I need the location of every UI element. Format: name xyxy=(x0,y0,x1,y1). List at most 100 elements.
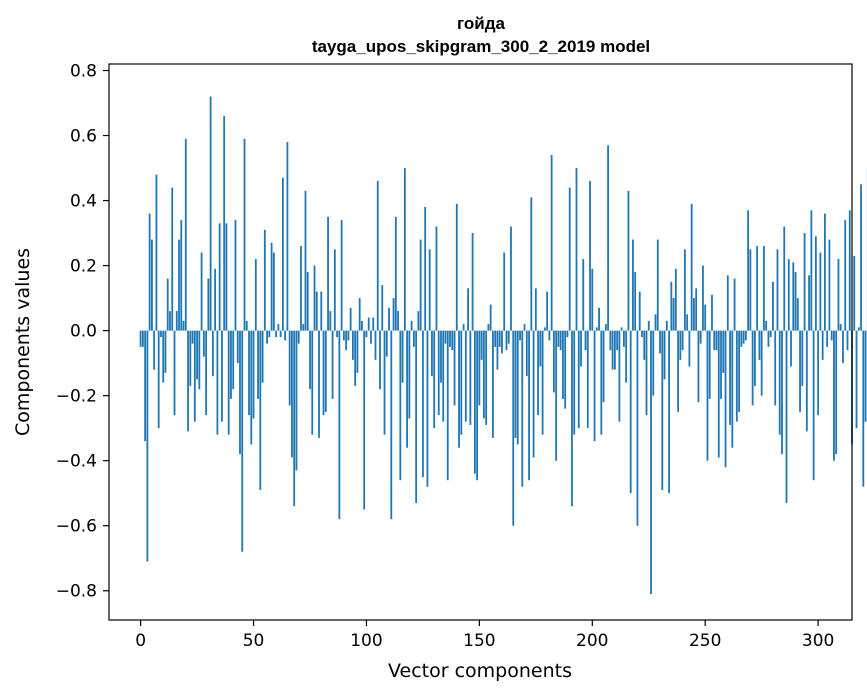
bar-35 xyxy=(218,223,221,331)
bar-115 xyxy=(399,330,402,481)
bar-286 xyxy=(785,330,788,503)
bar-146 xyxy=(469,330,472,425)
bar-297 xyxy=(810,210,813,331)
bar-74 xyxy=(306,272,309,331)
bar-172 xyxy=(528,330,530,481)
x-axis-label: Vector components xyxy=(388,660,572,682)
bar-300 xyxy=(817,330,820,416)
bar-124 xyxy=(419,239,422,331)
bar-114 xyxy=(397,311,399,331)
bar-46 xyxy=(243,138,246,331)
bar-268 xyxy=(744,330,747,341)
bar-302 xyxy=(821,330,824,360)
bar-220 xyxy=(636,330,639,526)
bar-183 xyxy=(552,330,555,393)
bar-148 xyxy=(473,330,476,474)
bar-94 xyxy=(352,330,354,360)
bar-186 xyxy=(559,330,562,351)
bar-126 xyxy=(424,207,427,331)
bar-59 xyxy=(272,252,275,331)
bar-259 xyxy=(724,330,727,468)
bar-260 xyxy=(726,275,729,331)
bar-111 xyxy=(390,330,393,520)
bar-219 xyxy=(634,272,637,331)
bar-250 xyxy=(704,304,707,331)
bar-216 xyxy=(627,190,630,331)
bar-67 xyxy=(291,330,293,458)
bar-102 xyxy=(370,330,372,344)
bar-157 xyxy=(494,330,497,347)
bar-4 xyxy=(148,213,151,331)
bar-133 xyxy=(440,330,442,383)
bar-53 xyxy=(259,330,262,490)
bar-40 xyxy=(230,330,232,399)
bar-277 xyxy=(765,320,768,331)
bar-48 xyxy=(248,330,250,416)
bar-214 xyxy=(623,330,625,347)
bar-247 xyxy=(697,330,700,403)
bar-262 xyxy=(731,330,734,448)
bar-295 xyxy=(805,330,808,432)
bar-132 xyxy=(437,330,440,416)
bar-201 xyxy=(593,330,596,442)
bar-244 xyxy=(690,203,693,331)
bar-149 xyxy=(476,330,479,481)
bar-147 xyxy=(471,233,474,331)
bar-29 xyxy=(205,330,208,416)
bar-237 xyxy=(674,268,677,331)
bar-167 xyxy=(516,330,519,445)
bar-58 xyxy=(270,242,273,331)
bar-36 xyxy=(221,330,223,422)
bar-321 xyxy=(864,330,867,422)
bar-296 xyxy=(808,275,810,331)
bar-168 xyxy=(519,330,521,341)
y-tick-label-4: 0.0 xyxy=(70,322,97,342)
bar-289 xyxy=(792,262,795,331)
x-axis-ticks: 0 50 100 150 200 250 300 xyxy=(135,620,834,651)
bar-294 xyxy=(803,233,806,331)
bar-310 xyxy=(839,324,842,331)
bar-150 xyxy=(478,330,481,406)
bar-34 xyxy=(216,330,219,435)
bar-64 xyxy=(284,330,287,341)
bar-75 xyxy=(309,330,311,390)
bar-190 xyxy=(568,187,571,331)
bar-312 xyxy=(844,220,847,331)
bar-234 xyxy=(668,330,670,494)
bar-305 xyxy=(828,239,831,331)
bar-107 xyxy=(381,285,384,331)
bar-212 xyxy=(618,330,621,422)
bar-14 xyxy=(171,187,174,331)
bar-313 xyxy=(846,330,849,351)
bar-76 xyxy=(311,330,314,435)
plot-frame xyxy=(108,63,853,621)
bar-316 xyxy=(853,255,856,331)
bar-103 xyxy=(372,317,375,331)
y-tick-label-5: 0.2 xyxy=(70,257,97,277)
bar-43 xyxy=(236,330,239,364)
bar-187 xyxy=(562,330,564,399)
bar-179 xyxy=(543,327,546,331)
bar-293 xyxy=(801,330,804,386)
bar-257 xyxy=(720,330,722,399)
bar-318 xyxy=(857,327,860,331)
bar-238 xyxy=(677,330,680,412)
bar-202 xyxy=(595,327,598,331)
bar-170 xyxy=(523,324,526,331)
bar-246 xyxy=(695,288,698,331)
bar-152 xyxy=(482,330,485,419)
bar-287 xyxy=(787,259,790,331)
bar-227 xyxy=(652,330,655,396)
bar-253 xyxy=(711,294,713,331)
bar-1 xyxy=(141,330,144,347)
bar-210 xyxy=(613,330,616,370)
bar-200 xyxy=(591,268,594,331)
bar-142 xyxy=(460,330,463,435)
y-axis-label: Components values xyxy=(12,248,34,436)
bar-101 xyxy=(367,317,370,331)
bar-79 xyxy=(318,330,320,438)
x-tick-label-100: 100 xyxy=(350,631,382,651)
bar-256 xyxy=(717,330,720,458)
bar-173 xyxy=(530,197,533,331)
